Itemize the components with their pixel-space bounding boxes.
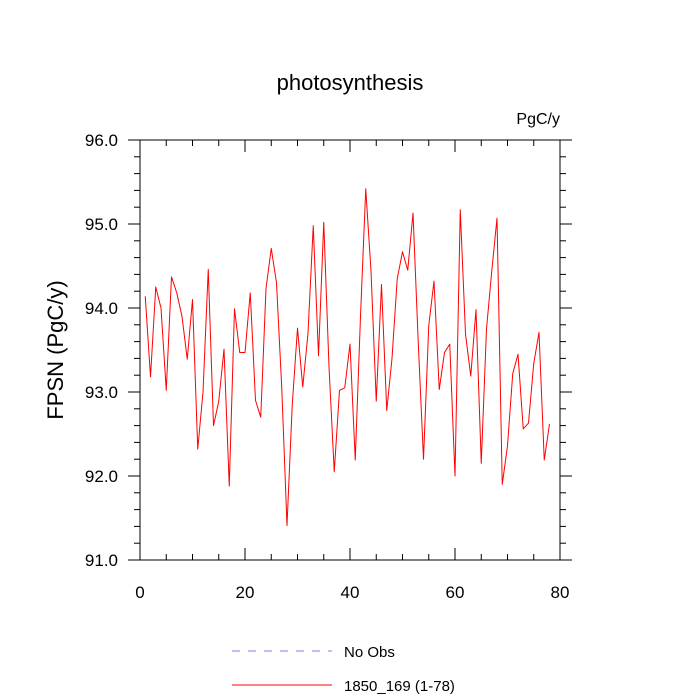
y-tick-label: 95.0 xyxy=(85,215,118,234)
x-tick-label: 40 xyxy=(341,583,360,602)
y-tick-label: 94.0 xyxy=(85,299,118,318)
legend-label-0: No Obs xyxy=(344,644,395,661)
legend-label-1: 1850_169 (1-78) xyxy=(344,678,455,695)
chart-title: photosynthesis xyxy=(277,70,424,95)
x-tick-label: 80 xyxy=(551,583,570,602)
legend: No Obs 1850_169 (1-78) xyxy=(232,644,455,695)
y-tick-label: 93.0 xyxy=(85,383,118,402)
y-tick-label: 96.0 xyxy=(85,131,118,150)
x-tick-label: 0 xyxy=(135,583,144,602)
units-label: PgC/y xyxy=(516,111,560,128)
x-tick-label: 60 xyxy=(446,583,465,602)
x-tick-label: 20 xyxy=(236,583,255,602)
y-tick-label: 92.0 xyxy=(85,467,118,486)
x-tick-labels: 0 20 40 60 80 xyxy=(135,583,569,602)
series-group xyxy=(144,188,550,527)
series-line-1 xyxy=(144,188,550,527)
y-tick-labels: 91.0 92.0 93.0 94.0 95.0 96.0 xyxy=(85,131,118,570)
y-axis-label: FPSN (PgC/y) xyxy=(43,280,68,419)
axis-ticks xyxy=(128,139,572,561)
y-tick-label: 91.0 xyxy=(85,551,118,570)
